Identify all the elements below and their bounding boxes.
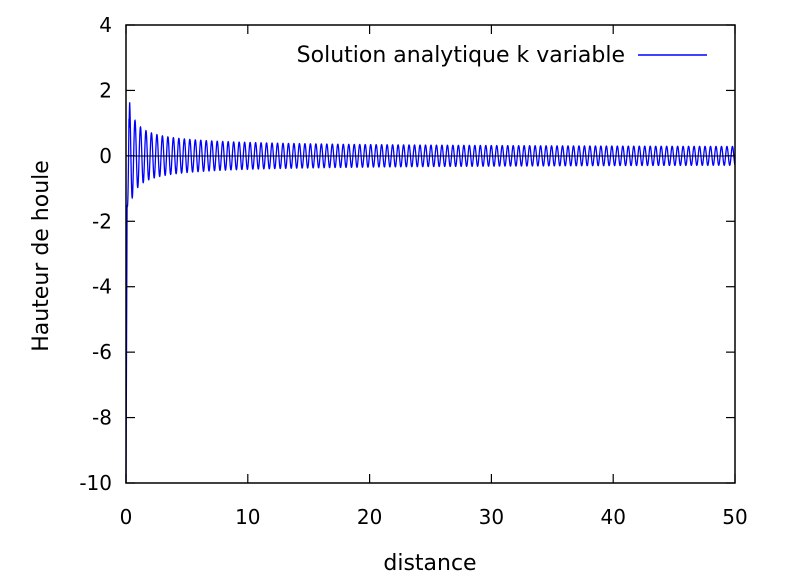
y-tick-label: 0 (99, 144, 112, 168)
y-tick-label: 2 (99, 78, 112, 102)
x-axis-label: distance (383, 551, 476, 576)
series-line (125, 102, 736, 484)
x-tick-label: 20 (357, 505, 382, 529)
y-tick-label: -8 (92, 406, 112, 430)
tick-labels: 0 10 20 30 40 50 -10 -8 -6 -4 -2 0 2 4 (79, 13, 747, 529)
x-tick-label: 50 (722, 505, 747, 529)
plot-area (125, 102, 736, 484)
x-tick-label: 0 (120, 505, 133, 529)
legend-label: Solution analytique k variable (297, 43, 625, 68)
x-tick-label: 30 (479, 505, 504, 529)
x-tick-label: 10 (235, 505, 260, 529)
y-tick-label: -10 (79, 471, 112, 495)
x-tick-label: 40 (600, 505, 625, 529)
axis-ticks (125, 24, 736, 484)
plot-frame (125, 24, 736, 484)
y-tick-label: -4 (92, 275, 112, 299)
y-tick-label: -6 (92, 340, 112, 364)
y-tick-label: 4 (99, 13, 112, 37)
y-axis-label: Hauteur de houle (29, 160, 54, 352)
y-tick-label: -2 (92, 209, 112, 233)
legend: Solution analytique k variable (297, 43, 707, 68)
